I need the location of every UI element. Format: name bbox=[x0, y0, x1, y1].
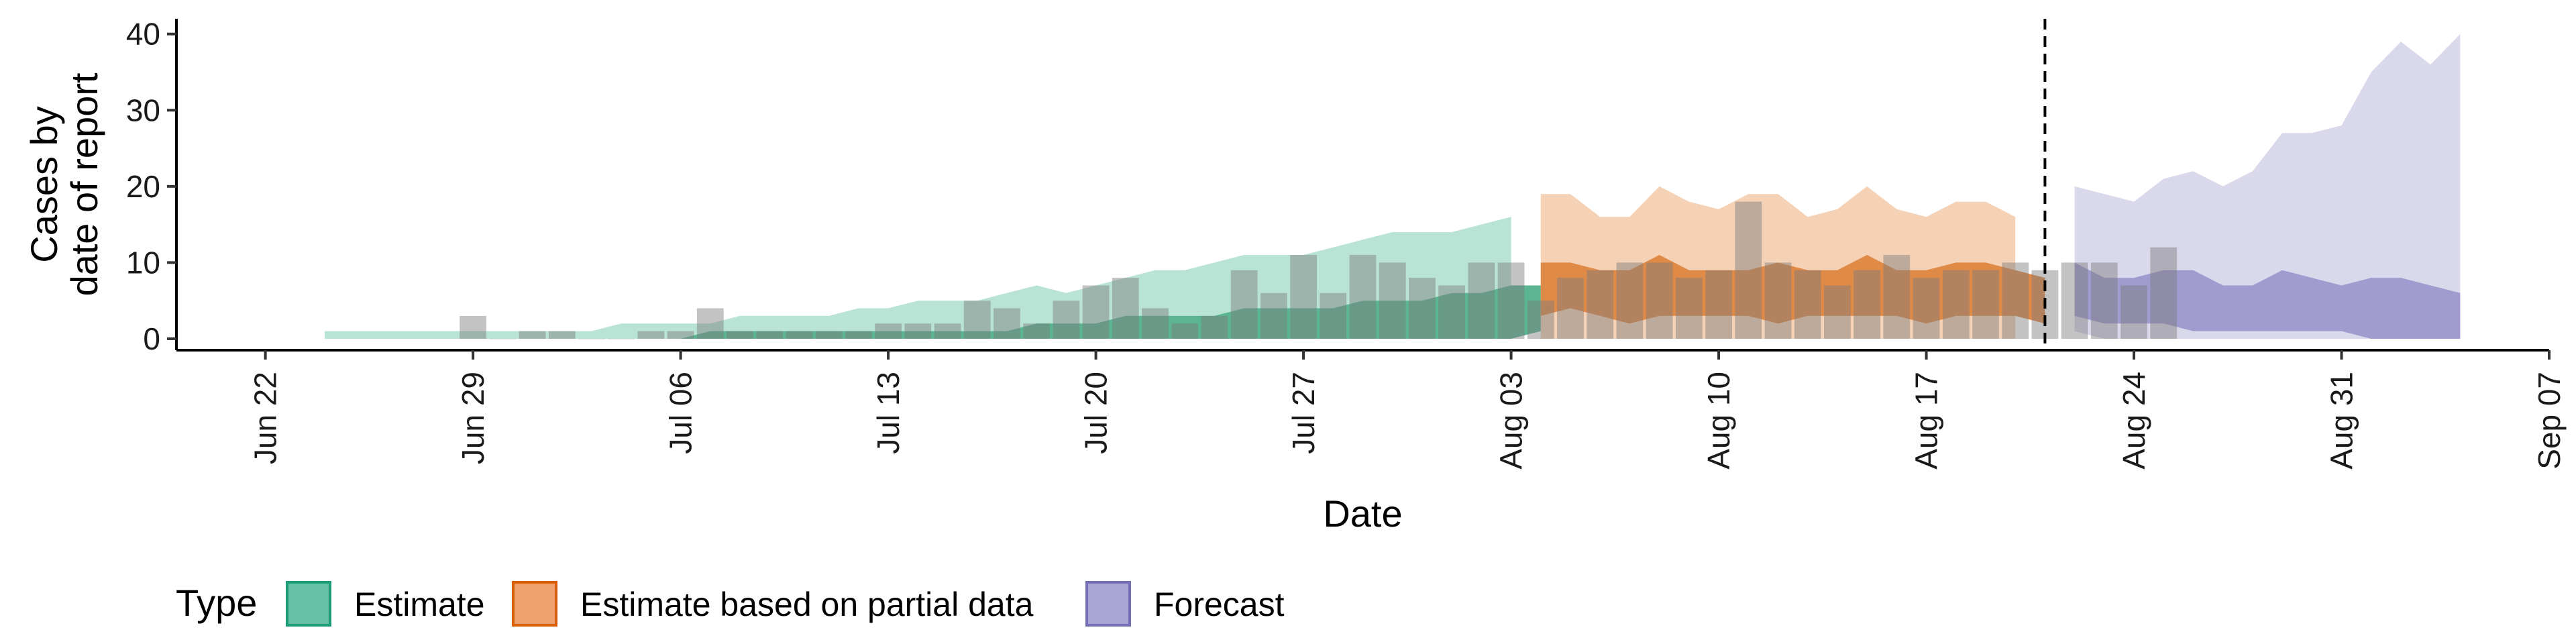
reported-cases-bar bbox=[1112, 278, 1139, 339]
x-tick-label: Jul 20 bbox=[1079, 372, 1114, 454]
reported-cases-bar bbox=[875, 323, 902, 339]
y-axis: 0 10 20 30 40 bbox=[126, 17, 178, 356]
x-tick-label: Jul 27 bbox=[1286, 372, 1321, 454]
reported-cases-bar bbox=[1260, 292, 1287, 339]
forecast-outer-band bbox=[2074, 34, 2461, 339]
reported-cases-bar bbox=[667, 331, 694, 339]
x-tick-label: Jun 29 bbox=[455, 372, 490, 464]
reported-cases-bar bbox=[1616, 262, 1644, 339]
reported-cases-bar bbox=[963, 301, 991, 339]
x-tick-label: Aug 17 bbox=[1909, 372, 1944, 470]
reported-cases-bar bbox=[1349, 255, 1377, 339]
y-tick-label: 30 bbox=[126, 93, 160, 127]
reported-cases-bar bbox=[1913, 278, 1940, 339]
y-tick-label: 10 bbox=[126, 245, 160, 280]
reported-cases-bar bbox=[1972, 270, 1999, 339]
legend: Type Estimate Estimate based on partial da… bbox=[176, 581, 1285, 627]
y-tick-label: 20 bbox=[126, 169, 160, 204]
reported-cases-bar bbox=[548, 331, 576, 339]
reported-cases-bar bbox=[1942, 270, 1970, 339]
reported-cases-bar bbox=[2150, 247, 2178, 339]
estimate-outer-band bbox=[325, 217, 1511, 339]
y-axis-title: Cases bydate of report bbox=[23, 72, 105, 297]
reported-cases-bar bbox=[1705, 270, 1732, 339]
reported-cases-bar bbox=[1587, 270, 1614, 339]
reported-cases-bar bbox=[1497, 262, 1525, 339]
forecast-inner-band bbox=[2074, 262, 2461, 339]
x-tick-label: Jul 06 bbox=[663, 372, 698, 454]
plot-area bbox=[325, 19, 2461, 350]
reported-cases-bar bbox=[1142, 308, 1169, 339]
x-tick-label: Aug 03 bbox=[1494, 372, 1529, 470]
reported-cases-bar bbox=[1675, 278, 1703, 339]
x-tick-label: Aug 24 bbox=[2116, 372, 2151, 470]
reported-cases-bar bbox=[1082, 285, 1110, 339]
x-tick-label: Jul 13 bbox=[871, 372, 906, 454]
y-axis-title-line: Cases by bbox=[23, 106, 65, 262]
reported-cases-bar bbox=[1230, 270, 1258, 339]
x-tick-label: Aug 31 bbox=[2324, 372, 2359, 470]
y-axis-title-line: date of report bbox=[63, 72, 105, 297]
y-tick-label: 40 bbox=[126, 17, 160, 52]
reported-cases-bars bbox=[460, 201, 2178, 339]
y-tick-label: 0 bbox=[143, 321, 160, 356]
reported-cases-bar bbox=[1794, 270, 1821, 339]
x-axis-title: Date bbox=[1323, 492, 1402, 535]
reported-cases-bar bbox=[1646, 262, 1673, 339]
reported-cases-bar bbox=[696, 308, 724, 339]
estimate-inner-band bbox=[325, 262, 1808, 339]
legend-item-label: Estimate based on partial data bbox=[580, 586, 1034, 623]
reported-cases-bar bbox=[1854, 270, 1880, 339]
reported-cases-bar bbox=[1883, 255, 1911, 339]
reported-cases-bar bbox=[727, 331, 753, 339]
legend-item-label: Forecast bbox=[1154, 586, 1285, 623]
reported-cases-bar bbox=[1764, 262, 1792, 339]
reported-cases-bar bbox=[2121, 285, 2147, 339]
reported-cases-bar bbox=[994, 308, 1020, 339]
legend-key bbox=[286, 581, 331, 627]
bands-layer bbox=[325, 34, 2461, 339]
reported-cases-bar bbox=[1171, 323, 1199, 339]
reported-cases-bar bbox=[637, 331, 665, 339]
x-tick-label: Jun 22 bbox=[248, 372, 283, 464]
reported-cases-bar bbox=[1379, 262, 1406, 339]
legend-key bbox=[512, 581, 557, 627]
reported-cases-bar bbox=[1053, 301, 1080, 339]
legend-key bbox=[1085, 581, 1131, 627]
reported-cases-bar bbox=[1023, 323, 1051, 339]
reported-cases-bar bbox=[1290, 255, 1317, 339]
estimate-based-on-partial-data-inner-band bbox=[1540, 255, 2045, 324]
legend-title: Type bbox=[176, 582, 257, 624]
reported-cases-bar bbox=[1468, 262, 1495, 339]
reported-cases-bar bbox=[815, 331, 843, 339]
reported-cases-bar bbox=[2090, 262, 2118, 339]
x-tick-label: Sep 07 bbox=[2532, 372, 2567, 470]
reported-cases-bar bbox=[2061, 262, 2088, 339]
reported-cases-bar bbox=[2002, 262, 2029, 339]
reported-cases-bar bbox=[756, 331, 784, 339]
x-tick-label: Aug 10 bbox=[1701, 372, 1736, 470]
reported-cases-bar bbox=[1824, 285, 1851, 339]
reported-cases-bar bbox=[934, 323, 961, 339]
legend-item-label: Estimate bbox=[354, 586, 485, 623]
reported-cases-bar bbox=[1438, 285, 1465, 339]
reported-cases-bar bbox=[1409, 278, 1436, 339]
reported-cases-bar bbox=[519, 331, 546, 339]
reported-cases-bar bbox=[1527, 301, 1554, 339]
reported-cases-bar bbox=[460, 315, 486, 339]
reported-cases-bar bbox=[845, 331, 872, 339]
reported-cases-bar bbox=[1557, 278, 1584, 339]
reported-cases-bar bbox=[1320, 292, 1347, 339]
reported-cases-bar bbox=[904, 323, 932, 339]
reported-cases-bar bbox=[1735, 201, 1762, 339]
reported-cases-bar bbox=[786, 331, 813, 339]
x-axis: Jun 22 Jun 29 Jul 06 Jul 13 Jul 20 Jul 27 Aug … bbox=[176, 349, 2567, 470]
reported-cases-bar bbox=[1201, 315, 1228, 339]
